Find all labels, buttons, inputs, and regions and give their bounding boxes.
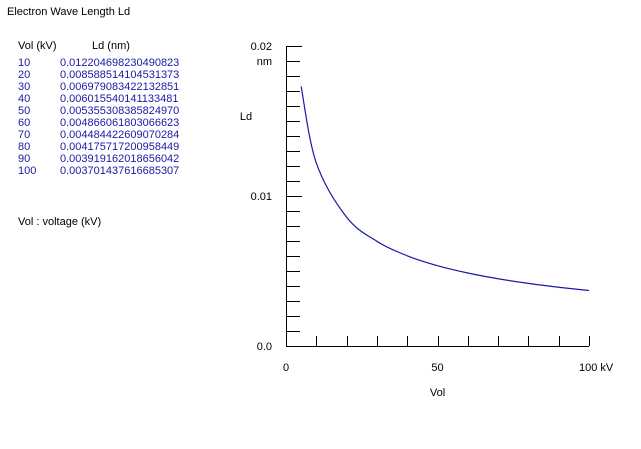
y-tick-label: 0.02 bbox=[251, 41, 272, 53]
row-wavelength: 0.006979083422132851 bbox=[60, 81, 180, 93]
row-wavelength: 0.012204698230490823 bbox=[60, 57, 180, 69]
row-voltage: 40 bbox=[18, 93, 31, 105]
y-axis-label: Ld bbox=[240, 111, 252, 123]
row-voltage: 70 bbox=[18, 129, 31, 141]
row-wavelength: 0.003919162018656042 bbox=[60, 153, 180, 165]
row-wavelength: 0.004866061803066623 bbox=[60, 117, 180, 129]
x-tick-label: 0 bbox=[283, 362, 289, 374]
legend-note: Vol : voltage (kV) bbox=[18, 216, 102, 228]
row-wavelength: 0.004175717200958449 bbox=[60, 141, 180, 153]
chart-ticks bbox=[286, 46, 590, 347]
row-voltage: 60 bbox=[18, 117, 31, 129]
y-tick-label: 0.01 bbox=[251, 191, 272, 203]
x-axis-label: Vol bbox=[430, 387, 445, 399]
table-header-vol: Vol (kV) bbox=[18, 40, 57, 52]
row-voltage: 10 bbox=[18, 57, 31, 69]
window-title: Electron Wave Length Ld bbox=[7, 6, 131, 18]
y-tick-label: 0.0 bbox=[257, 341, 272, 353]
x-tick-label: 100 kV bbox=[579, 362, 614, 374]
table-header-ld: Ld (nm) bbox=[92, 40, 130, 52]
x-tick-label: 50 bbox=[431, 362, 443, 374]
chart-axes bbox=[286, 46, 589, 347]
row-voltage: 80 bbox=[18, 141, 31, 153]
row-wavelength: 0.003701437616685307 bbox=[60, 165, 180, 177]
row-wavelength: 0.008588514104531373 bbox=[60, 69, 180, 81]
row-wavelength: 0.004484422609070284 bbox=[60, 129, 180, 141]
chart-labels: 0.0 0.01 0.02 nm Ld 0 50 100 kV Vol bbox=[240, 41, 614, 399]
row-voltage: 90 bbox=[18, 153, 31, 165]
row-wavelength: 0.005355308385824970 bbox=[60, 105, 180, 117]
row-voltage: 50 bbox=[18, 105, 31, 117]
row-voltage: 30 bbox=[18, 81, 31, 93]
y-unit-label: nm bbox=[257, 56, 272, 68]
row-wavelength: 0.006015540141133481 bbox=[60, 93, 179, 105]
wavelength-curve bbox=[300, 86, 590, 292]
row-voltage: 20 bbox=[18, 69, 31, 81]
row-voltage: 100 bbox=[18, 165, 37, 177]
